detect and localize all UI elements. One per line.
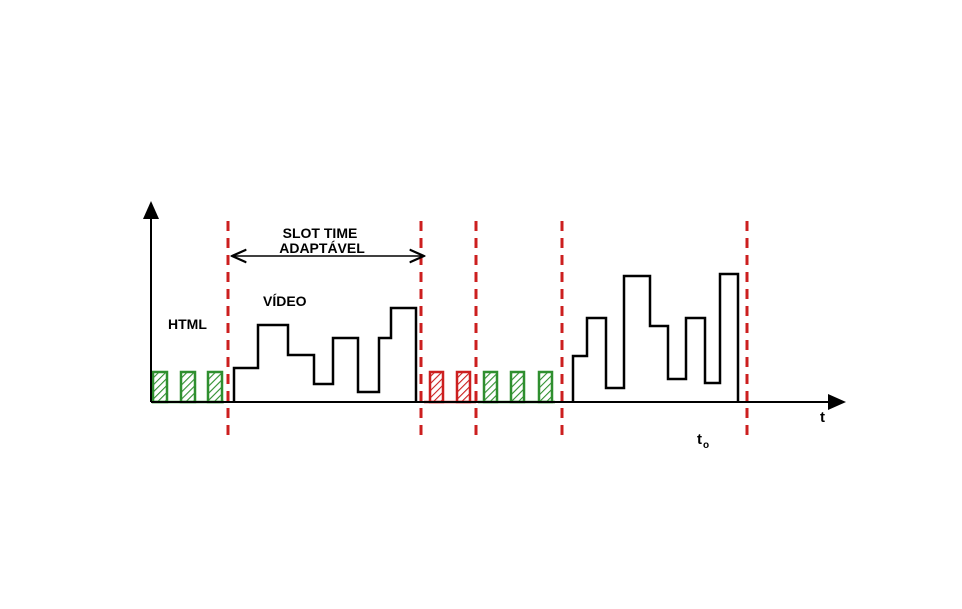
t0-label-base: t: [697, 431, 702, 448]
video-signal-1: [232, 306, 418, 402]
html-packet: [179, 370, 197, 404]
slot-time-label-line2: ADAPTÁVEL: [279, 240, 365, 256]
red-packet: [428, 370, 445, 404]
red-packet: [455, 370, 472, 404]
video-signal-2: [571, 272, 740, 402]
video-label: VÍDEO: [263, 293, 307, 309]
html-packet: [482, 370, 499, 404]
html-packet: [509, 370, 526, 404]
red-packets: [424, 370, 476, 404]
html-packet: [206, 370, 224, 404]
html-packets-group-2: [478, 370, 555, 404]
html-packet: [151, 370, 169, 404]
html-label: HTML: [168, 316, 207, 332]
html-packet: [537, 370, 554, 404]
slot-time-label-line1: SLOT TIME: [283, 225, 358, 241]
html-packets: [151, 370, 224, 404]
time-axis-label: t: [820, 409, 825, 426]
t0-label: to: [697, 431, 709, 451]
t0-label-subscript: o: [703, 440, 709, 451]
